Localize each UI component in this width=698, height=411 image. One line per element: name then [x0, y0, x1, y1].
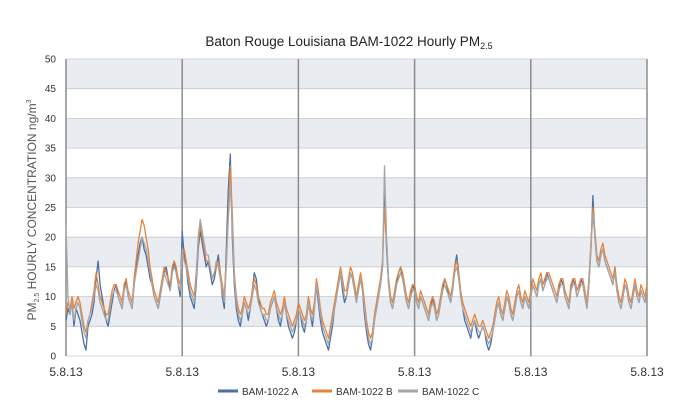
- plot-band: [66, 88, 647, 119]
- y-axis-label-unit: 3: [26, 99, 33, 103]
- y-axis-ticks: 0 5 10 15 20 25 30 35 40 45 50: [45, 55, 57, 363]
- plot-band: [66, 177, 647, 208]
- y-tick-label: 40: [45, 114, 57, 125]
- chart-title: Baton Rouge Louisiana BAM-1022 Hourly PM…: [205, 34, 492, 51]
- y-axis-label-subscript: 2.5: [34, 293, 41, 303]
- x-axis-ticks: 5.8.13 5.8.13 5.8.13 5.8.13 5.8.13 5.8.13: [49, 365, 664, 379]
- x-tick-label: 5.8.13: [282, 365, 316, 379]
- legend: BAM-1022 A BAM-1022 B BAM-1022 C: [218, 387, 479, 398]
- plot-band: [66, 326, 647, 356]
- series-lines: [65, 153, 648, 351]
- plot-band: [66, 207, 647, 238]
- chart-title-subscript: 2.5: [480, 41, 493, 51]
- legend-label: BAM-1022 B: [336, 387, 393, 398]
- series-line-2: [65, 165, 648, 339]
- y-tick-label: 10: [45, 292, 57, 303]
- legend-label: BAM-1022 A: [242, 387, 298, 398]
- vertical-gridlines: [65, 59, 648, 356]
- x-tick-label: 5.8.13: [630, 365, 664, 379]
- y-tick-label: 30: [45, 173, 57, 184]
- legend-label: BAM-1022 C: [422, 387, 479, 398]
- y-tick-label: 50: [45, 55, 57, 66]
- plot-bands: [66, 59, 647, 356]
- plot-band: [66, 237, 647, 267]
- y-axis-label-text: HOURLY CONCENTRATION ng/m: [25, 103, 39, 292]
- plot-band: [66, 118, 647, 149]
- x-tick-label: 5.8.13: [398, 365, 432, 379]
- x-tick-label: 5.8.13: [166, 365, 200, 379]
- plot-band: [66, 148, 647, 178]
- series-line-3: [65, 165, 648, 345]
- y-tick-label: 20: [45, 233, 57, 244]
- y-tick-label: 35: [45, 144, 57, 155]
- x-tick-label: 5.8.13: [514, 365, 548, 379]
- y-tick-label: 15: [45, 262, 57, 273]
- x-tick-label: 5.8.13: [49, 365, 83, 379]
- y-tick-label: 25: [45, 203, 57, 214]
- y-tick-label: 5: [50, 322, 56, 333]
- y-axis-label: PM2.5 HOURLY CONCENTRATION ng/m3: [25, 99, 41, 320]
- y-tick-label: 45: [45, 84, 57, 95]
- plot-band: [66, 59, 647, 89]
- y-tick-label: 0: [50, 352, 56, 363]
